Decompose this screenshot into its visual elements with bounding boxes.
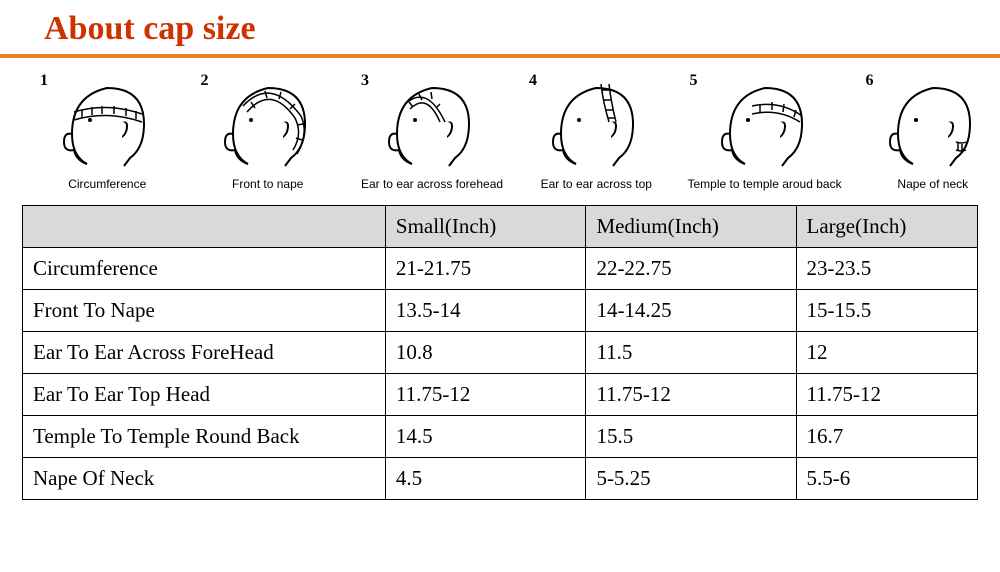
diagram-caption: Ear to ear across forehead xyxy=(361,177,503,191)
cell: 10.8 xyxy=(385,332,586,374)
diagram-caption: Front to nape xyxy=(232,177,303,191)
head-icon xyxy=(377,76,487,171)
diagram-circumference: 1 Circumference xyxy=(40,76,174,191)
diagram-number: 3 xyxy=(361,72,369,90)
cell: 21-21.75 xyxy=(385,248,586,290)
cell: 12 xyxy=(796,332,977,374)
diagram-caption: Circumference xyxy=(68,177,146,191)
table-header-large: Large(Inch) xyxy=(796,206,977,248)
table-row: Nape Of Neck 4.5 5-5.25 5.5-6 xyxy=(23,458,978,500)
cell: 22-22.75 xyxy=(586,248,796,290)
head-icon xyxy=(710,76,820,171)
title-wrap: About cap size xyxy=(0,0,1000,48)
table-header-row: Small(Inch) Medium(Inch) Large(Inch) xyxy=(23,206,978,248)
diagram-caption: Temple to temple aroud back xyxy=(687,177,841,191)
cell: 5.5-6 xyxy=(796,458,977,500)
table-wrap: Small(Inch) Medium(Inch) Large(Inch) Cir… xyxy=(0,191,1000,500)
row-label: Ear To Ear Top Head xyxy=(23,374,386,416)
diagram-ear-top: 4 Ear to ear across top xyxy=(529,76,663,191)
row-label: Ear To Ear Across ForeHead xyxy=(23,332,386,374)
head-icon xyxy=(213,76,323,171)
cell: 15.5 xyxy=(586,416,796,458)
cell: 5-5.25 xyxy=(586,458,796,500)
cell: 11.5 xyxy=(586,332,796,374)
cell: 14.5 xyxy=(385,416,586,458)
table-row: Front To Nape 13.5-14 14-14.25 15-15.5 xyxy=(23,290,978,332)
diagram-temple-back: 5 Temple to temple aroud back xyxy=(690,76,840,191)
table-row: Ear To Ear Across ForeHead 10.8 11.5 12 xyxy=(23,332,978,374)
table-row: Temple To Temple Round Back 14.5 15.5 16… xyxy=(23,416,978,458)
diagram-front-to-nape: 2 Front to nape xyxy=(200,76,334,191)
diagram-ear-forehead: 3 Ear to ear across forehead xyxy=(361,76,503,191)
page: { "title": "About cap size", "title_colo… xyxy=(0,0,1000,500)
table-row: Ear To Ear Top Head 11.75-12 11.75-12 11… xyxy=(23,374,978,416)
diagram-number: 2 xyxy=(200,72,208,90)
cell: 16.7 xyxy=(796,416,977,458)
cell: 13.5-14 xyxy=(385,290,586,332)
diagram-caption: Nape of neck xyxy=(897,177,968,191)
table-header-small: Small(Inch) xyxy=(385,206,586,248)
cell: 11.75-12 xyxy=(385,374,586,416)
diagram-caption: Ear to ear across top xyxy=(541,177,652,191)
diagram-number: 6 xyxy=(866,72,874,90)
cell: 23-23.5 xyxy=(796,248,977,290)
diagram-number: 1 xyxy=(40,72,48,90)
cell: 11.75-12 xyxy=(586,374,796,416)
diagram-number: 4 xyxy=(529,72,537,90)
row-label: Circumference xyxy=(23,248,386,290)
table-row: Circumference 21-21.75 22-22.75 23-23.5 xyxy=(23,248,978,290)
table-header-blank xyxy=(23,206,386,248)
page-title: About cap size xyxy=(44,10,1000,48)
cell: 11.75-12 xyxy=(796,374,977,416)
row-label: Temple To Temple Round Back xyxy=(23,416,386,458)
size-table: Small(Inch) Medium(Inch) Large(Inch) Cir… xyxy=(22,205,978,500)
diagram-nape: 6 Nape of neck xyxy=(866,76,1000,191)
diagram-number: 5 xyxy=(690,72,698,90)
cell: 15-15.5 xyxy=(796,290,977,332)
row-label: Front To Nape xyxy=(23,290,386,332)
table-header-medium: Medium(Inch) xyxy=(586,206,796,248)
row-label: Nape Of Neck xyxy=(23,458,386,500)
head-icon xyxy=(878,76,988,171)
diagram-row: 1 Circumference 2 xyxy=(0,58,1000,191)
head-icon xyxy=(541,76,651,171)
cell: 4.5 xyxy=(385,458,586,500)
cell: 14-14.25 xyxy=(586,290,796,332)
head-icon xyxy=(52,76,162,171)
